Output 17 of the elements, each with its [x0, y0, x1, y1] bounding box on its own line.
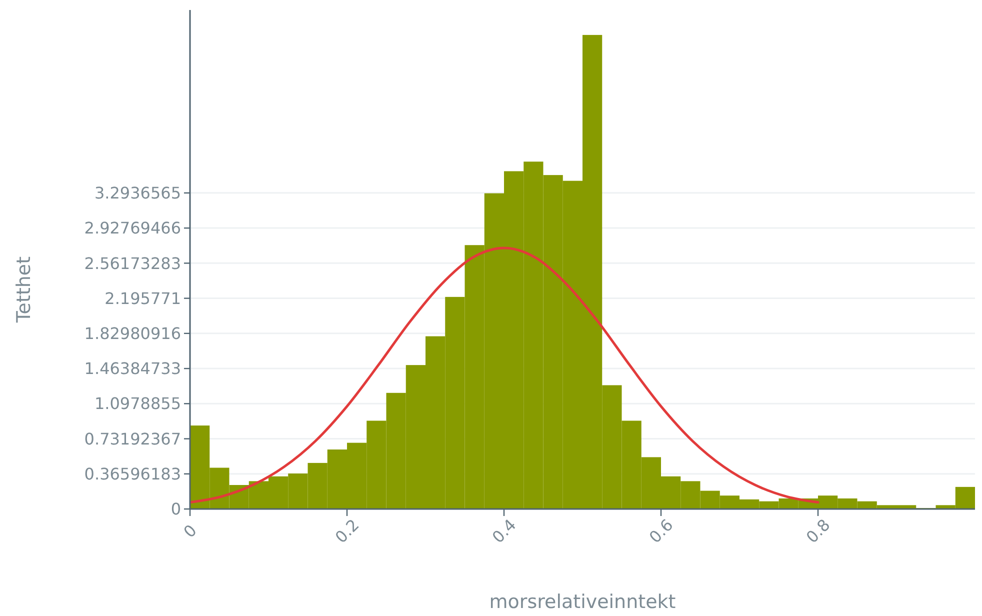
x-tick-label: 0.4 — [488, 515, 520, 547]
y-tick-label: 0.73192367 — [84, 429, 181, 448]
y-tick-label: 0.36596183 — [84, 464, 181, 484]
y-tick-label: 2.56173283 — [84, 254, 181, 273]
y-tick-label: 1.0978855 — [94, 394, 181, 414]
y-tick-label: 0 — [170, 500, 181, 519]
y-tick-label: 2.195771 — [104, 288, 181, 308]
x-tick-label: 0.2 — [331, 515, 363, 547]
x-tick-label: 0.8 — [802, 515, 834, 547]
x-tick-label: 0 — [180, 520, 200, 542]
y-axis-title: Tetthet — [13, 256, 35, 324]
y-tick-label: 3.2936565 — [94, 184, 181, 203]
y-tick-label: 1.46384733 — [84, 359, 181, 378]
x-tick-label: 0.6 — [645, 515, 677, 547]
x-axis-title: morsrelativeinntekt — [489, 591, 676, 613]
y-tick-label: 2.92769466 — [84, 218, 181, 238]
y-tick-label: 1.82980916 — [84, 324, 181, 344]
